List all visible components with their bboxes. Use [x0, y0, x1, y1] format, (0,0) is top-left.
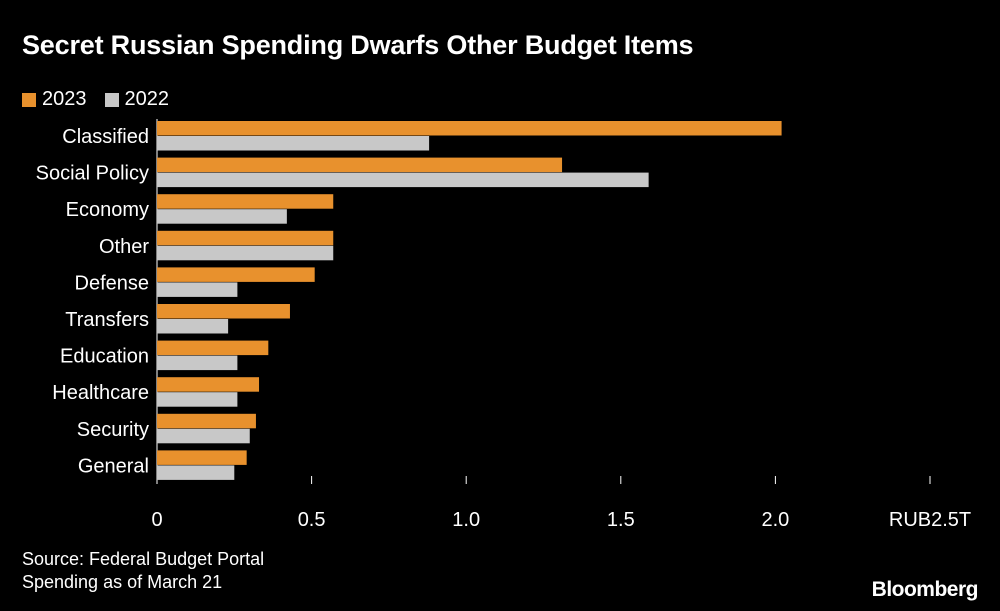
bar-social-policy-2023 — [157, 157, 563, 173]
x-tick-label-2: 1.0 — [452, 509, 480, 531]
bar-general-2023 — [157, 450, 247, 465]
bar-classified-2022 — [157, 136, 430, 151]
x-tick-label-0: 0 — [151, 509, 162, 531]
category-label-transfers: Transfers — [65, 309, 149, 331]
note-line: Spending as of March 21 — [22, 572, 223, 592]
bar-general-2022 — [157, 465, 235, 480]
bar-economy-2023 — [157, 194, 334, 209]
bar-healthcare-2023 — [157, 377, 260, 392]
category-label-defense: Defense — [75, 272, 150, 294]
bar-economy-2022 — [157, 209, 287, 224]
legend-item-2022: 2022 — [104, 88, 170, 111]
bar-education-2022 — [157, 355, 238, 371]
category-label-other: Other — [99, 236, 149, 258]
legend-item-2023: 2023 — [22, 88, 87, 111]
legend-swatch-2023 — [22, 92, 36, 107]
bar-security-2023 — [157, 413, 256, 429]
bloomberg-logo: Bloomberg — [871, 578, 979, 601]
bar-defense-2023 — [157, 267, 315, 282]
x-tick-label-1: 0.5 — [298, 509, 326, 531]
x-tick-label-4: 2.0 — [761, 509, 789, 531]
bar-security-2022 — [157, 428, 250, 444]
category-label-social-policy: Social Policy — [36, 163, 149, 185]
bar-transfers-2023 — [157, 304, 290, 319]
bar-other-2022 — [157, 245, 334, 261]
category-label-security: Security — [77, 419, 149, 441]
bar-healthcare-2022 — [157, 392, 238, 407]
bar-education-2023 — [157, 340, 269, 356]
bar-other-2023 — [157, 230, 334, 246]
legend-label-2022: 2022 — [124, 88, 170, 110]
category-label-education: Education — [60, 346, 149, 368]
bar-transfers-2022 — [157, 319, 229, 334]
source-note: Source: Federal Budget Portal Spending a… — [22, 548, 264, 594]
category-label-economy: Economy — [66, 199, 149, 221]
legend: 2023 2022 — [22, 88, 187, 111]
bar-social-policy-2022 — [157, 172, 649, 188]
category-label-classified: Classified — [62, 126, 149, 148]
bar-defense-2022 — [157, 282, 238, 297]
chart-title: Secret Russian Spending Dwarfs Other Bud… — [22, 30, 694, 60]
source-line: Source: Federal Budget Portal — [22, 549, 265, 569]
category-label-general: General — [78, 455, 149, 477]
bar-classified-2023 — [157, 121, 782, 136]
legend-label-2023: 2023 — [42, 88, 87, 110]
legend-swatch-2022 — [104, 92, 119, 107]
category-label-healthcare: Healthcare — [52, 382, 149, 404]
x-tick-label-3: 1.5 — [607, 509, 635, 531]
x-tick-label-5: RUB2.5T — [889, 509, 971, 531]
